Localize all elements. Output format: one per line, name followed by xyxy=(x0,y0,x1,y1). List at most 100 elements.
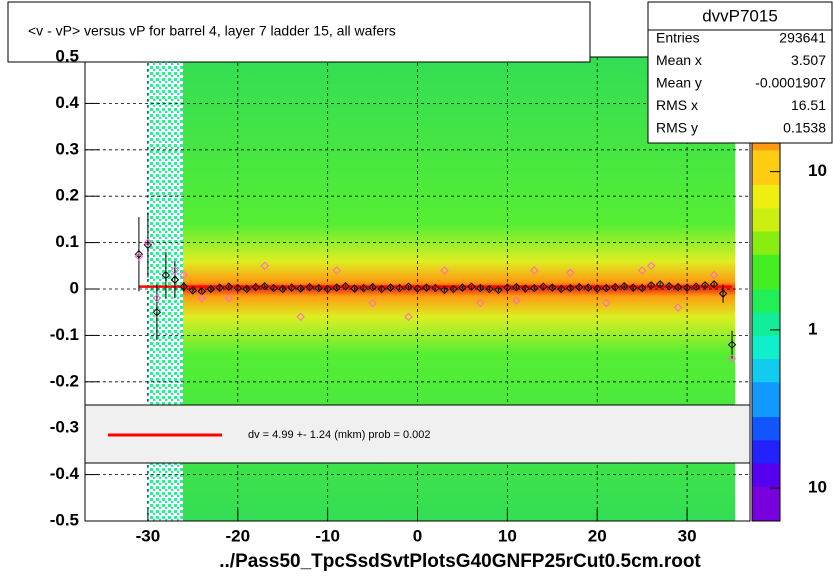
z-tick-label: 10 xyxy=(808,161,827,180)
x-axis-title: ../Pass50_TpcSsdSvtPlotsG40GNFP25rCut0.5… xyxy=(219,551,701,572)
data-point xyxy=(224,294,233,303)
data-point xyxy=(628,283,638,292)
data-point xyxy=(404,312,413,322)
data-point xyxy=(143,240,153,250)
stats-label: Entries xyxy=(656,30,700,46)
color-bar-step xyxy=(752,347,780,360)
color-bar-step xyxy=(752,439,780,452)
data-point xyxy=(152,294,162,303)
color-bar-step xyxy=(752,289,780,302)
stats-box xyxy=(647,1,833,144)
data-point xyxy=(314,283,323,293)
data-point xyxy=(440,266,449,275)
y-tick-label: 0.1 xyxy=(55,232,79,251)
color-bar-step xyxy=(752,451,780,464)
data-point xyxy=(637,283,647,293)
data-point xyxy=(170,275,180,284)
data-point xyxy=(179,270,189,280)
y-tick-label: 0 xyxy=(70,278,79,297)
y-tick-label: -0.5 xyxy=(50,510,79,529)
color-bar-step xyxy=(752,358,780,371)
data-point xyxy=(395,283,404,293)
data-point xyxy=(691,282,701,291)
x-tick-label: -10 xyxy=(315,526,340,545)
x-tick-label: -30 xyxy=(136,526,161,545)
stats-value: 0.1538 xyxy=(783,120,826,136)
y-tick-label: -0.3 xyxy=(50,418,79,437)
color-bar-step xyxy=(752,242,780,255)
data-point xyxy=(458,283,467,292)
data-point xyxy=(593,284,602,293)
y-tick-label: 0.5 xyxy=(55,46,79,65)
color-bar-step xyxy=(752,381,780,394)
data-point xyxy=(664,282,674,291)
data-point xyxy=(530,266,539,275)
data-point xyxy=(143,238,153,247)
data-point xyxy=(619,282,629,291)
color-bar-step xyxy=(752,149,780,162)
stats-label: Mean y xyxy=(656,75,702,91)
color-bar-step xyxy=(752,173,780,186)
data-point xyxy=(233,283,242,293)
data-point xyxy=(682,283,692,292)
data-point xyxy=(242,284,251,294)
data-point xyxy=(206,284,216,294)
color-bar-step xyxy=(752,416,780,429)
x-tick-label: 30 xyxy=(678,526,697,545)
stats-value: 16.51 xyxy=(791,97,826,113)
data-point xyxy=(278,284,287,294)
x-tick-label: 10 xyxy=(498,526,517,545)
data-point xyxy=(530,283,539,293)
data-point xyxy=(350,284,359,293)
data-point xyxy=(673,282,683,292)
data-point xyxy=(602,298,611,308)
data-point xyxy=(512,296,521,305)
data-point xyxy=(602,283,611,293)
data-point xyxy=(305,282,314,292)
data-point xyxy=(404,282,413,291)
color-bar-step xyxy=(752,161,780,174)
y-tick-label: -0.2 xyxy=(50,371,79,390)
data-point xyxy=(296,284,305,293)
data-point xyxy=(323,284,332,294)
y-tick-label: 0.2 xyxy=(55,186,79,205)
data-point xyxy=(341,282,350,291)
stats-value: 293641 xyxy=(779,30,826,46)
data-point xyxy=(188,286,198,295)
color-bar-step xyxy=(752,474,780,487)
data-point xyxy=(610,282,620,292)
color-bar-step xyxy=(752,405,780,418)
data-point xyxy=(260,282,269,291)
data-point xyxy=(655,280,665,289)
data-point xyxy=(413,284,422,293)
y-tick-label: -0.4 xyxy=(50,464,80,483)
data-point xyxy=(251,282,260,292)
data-point xyxy=(539,282,548,291)
data-point xyxy=(476,298,485,308)
color-bar-step xyxy=(752,184,780,197)
stats-label: RMS y xyxy=(656,120,698,136)
data-point xyxy=(332,266,341,275)
data-point xyxy=(287,283,296,292)
data-point xyxy=(440,285,449,295)
data-point xyxy=(637,266,647,275)
data-point xyxy=(646,281,656,290)
data-point xyxy=(476,283,485,293)
data-point xyxy=(386,283,395,292)
color-bar-step xyxy=(752,323,780,336)
legend-text: dv = 4.99 +- 1.24 (mkm) prob = 0.002 xyxy=(248,429,431,441)
color-bar-step xyxy=(752,231,780,244)
data-point xyxy=(673,303,683,312)
z-tick-label: 1 xyxy=(808,319,817,338)
color-bar-step xyxy=(752,393,780,406)
stats-value: -0.0001907 xyxy=(755,75,826,91)
color-bar-step xyxy=(752,428,780,441)
data-point xyxy=(485,284,494,294)
data-point xyxy=(422,283,431,292)
color-bar-step xyxy=(752,265,780,278)
data-point xyxy=(152,307,162,317)
data-point xyxy=(557,284,566,294)
data-point xyxy=(359,283,368,293)
data-point xyxy=(584,283,593,292)
data-point xyxy=(718,289,728,298)
